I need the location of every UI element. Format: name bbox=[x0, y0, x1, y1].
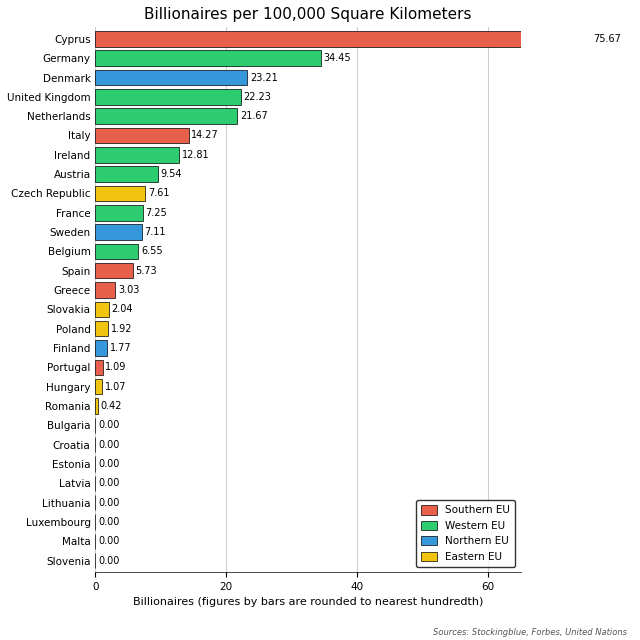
Text: 0.00: 0.00 bbox=[98, 556, 120, 566]
Bar bbox=[95, 31, 591, 47]
Bar bbox=[95, 108, 237, 124]
Text: 0.42: 0.42 bbox=[100, 401, 122, 411]
Text: 6.55: 6.55 bbox=[141, 246, 163, 257]
Bar bbox=[95, 398, 98, 413]
Text: 1.09: 1.09 bbox=[105, 362, 127, 372]
Bar bbox=[95, 379, 102, 394]
Text: 75.67: 75.67 bbox=[593, 34, 621, 44]
Bar bbox=[95, 147, 179, 163]
Legend: Southern EU, Western EU, Northern EU, Eastern EU: Southern EU, Western EU, Northern EU, Ea… bbox=[416, 500, 515, 567]
Text: 0.00: 0.00 bbox=[98, 440, 120, 450]
Bar bbox=[95, 263, 133, 278]
Bar bbox=[95, 128, 189, 143]
X-axis label: Billionaires (figures by bars are rounded to nearest hundredth): Billionaires (figures by bars are rounde… bbox=[133, 598, 483, 607]
Bar bbox=[95, 89, 241, 104]
Bar bbox=[95, 301, 109, 317]
Bar bbox=[95, 70, 247, 85]
Bar bbox=[95, 282, 115, 298]
Bar bbox=[95, 225, 142, 240]
Text: 14.27: 14.27 bbox=[191, 131, 219, 141]
Text: 1.92: 1.92 bbox=[111, 324, 132, 333]
Text: 2.04: 2.04 bbox=[111, 305, 133, 314]
Bar bbox=[95, 205, 143, 221]
Text: 23.21: 23.21 bbox=[250, 72, 278, 83]
Text: 7.25: 7.25 bbox=[145, 208, 167, 218]
Text: 0.00: 0.00 bbox=[98, 536, 120, 547]
Text: 7.61: 7.61 bbox=[148, 188, 170, 198]
Text: 34.45: 34.45 bbox=[323, 53, 351, 63]
Text: Sources: Stockingblue, Forbes, United Nations: Sources: Stockingblue, Forbes, United Na… bbox=[433, 628, 627, 637]
Bar bbox=[95, 186, 145, 201]
Bar bbox=[95, 244, 138, 259]
Text: 0.00: 0.00 bbox=[98, 498, 120, 508]
Bar bbox=[95, 51, 321, 66]
Text: 3.03: 3.03 bbox=[118, 285, 140, 295]
Text: 0.00: 0.00 bbox=[98, 420, 120, 430]
Text: 12.81: 12.81 bbox=[182, 150, 209, 160]
Text: 22.23: 22.23 bbox=[243, 92, 271, 102]
Text: 0.00: 0.00 bbox=[98, 517, 120, 527]
Text: 0.00: 0.00 bbox=[98, 459, 120, 469]
Title: Billionaires per 100,000 Square Kilometers: Billionaires per 100,000 Square Kilomete… bbox=[144, 7, 472, 22]
Text: 5.73: 5.73 bbox=[136, 266, 157, 276]
Text: 7.11: 7.11 bbox=[145, 227, 166, 237]
Bar bbox=[95, 360, 102, 375]
Text: 9.54: 9.54 bbox=[161, 169, 182, 179]
Bar bbox=[95, 340, 107, 356]
Text: 21.67: 21.67 bbox=[240, 111, 268, 121]
Text: 0.00: 0.00 bbox=[98, 478, 120, 488]
Text: 1.77: 1.77 bbox=[109, 343, 131, 353]
Bar bbox=[95, 321, 108, 337]
Bar bbox=[95, 166, 158, 182]
Text: 1.07: 1.07 bbox=[105, 381, 127, 392]
